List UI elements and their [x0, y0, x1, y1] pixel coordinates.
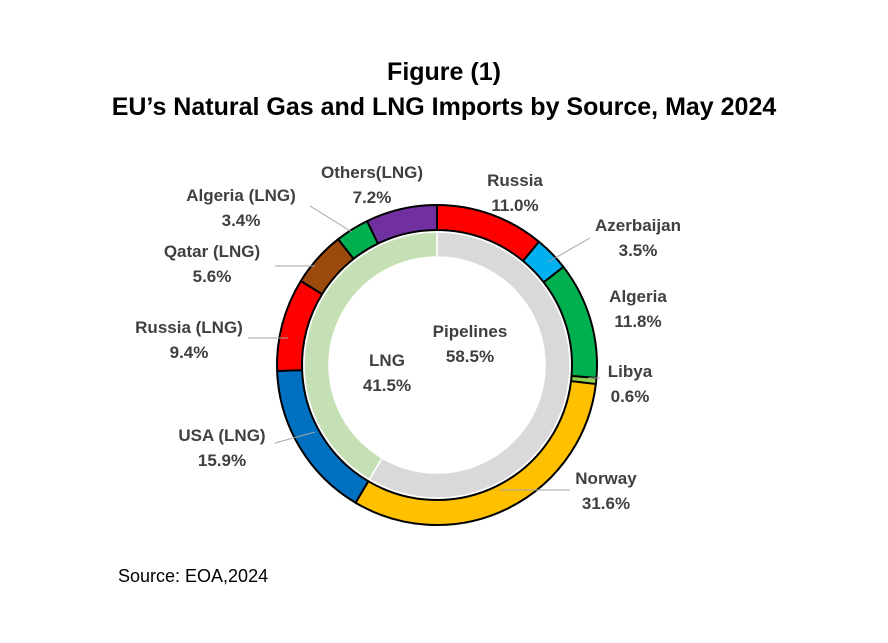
label-name-outer-libya: Libya [608, 362, 653, 381]
label-name-outer-russia: Russia [487, 171, 543, 190]
chart-subtitle: EU’s Natural Gas and LNG Imports by Sour… [111, 93, 777, 121]
leader-line-usa-lng [274, 431, 316, 444]
label-value-inner-lng: 41.5% [363, 376, 411, 395]
chart-title: Figure (1) [387, 58, 501, 86]
inner-slice-pipelines [368, 231, 571, 499]
inner-slice-lng [303, 231, 438, 481]
label-name-outer-russia-lng: Russia (LNG) [135, 318, 243, 337]
label-name-outer-qatar-lng: Qatar (LNG) [164, 242, 260, 261]
label-value-outer-norway: 31.6% [582, 494, 630, 513]
label-name-inner-pipelines: Pipelines [433, 322, 508, 341]
label-name-outer-algeria-lng: Algeria (LNG) [186, 186, 296, 205]
label-value-outer-qatar-lng: 5.6% [193, 267, 232, 286]
label-value-outer-azerbaijan: 3.5% [619, 241, 658, 260]
leader-line-azerbaijan [547, 237, 591, 263]
label-name-outer-algeria: Algeria [609, 287, 667, 306]
label-value-outer-usa-lng: 15.9% [198, 451, 246, 470]
leader-line-algeria-lng [309, 205, 353, 233]
label-value-inner-pipelines: 58.5% [446, 347, 494, 366]
label-name-outer-norway: Norway [575, 469, 637, 488]
label-value-outer-algeria-lng: 3.4% [222, 211, 261, 230]
source-note: Source: EOA,2024 [118, 566, 269, 586]
label-name-outer-azerbaijan: Azerbaijan [595, 216, 681, 235]
label-value-outer-libya: 0.6% [611, 387, 650, 406]
label-value-outer-algeria: 11.8% [614, 312, 661, 331]
label-value-outer-russia-lng: 9.4% [170, 343, 209, 362]
label-name-inner-lng: LNG [369, 351, 405, 370]
label-name-outer-others-lng: Others(LNG) [321, 163, 423, 182]
label-name-outer-usa-lng: USA (LNG) [178, 426, 265, 445]
outer-slice-others-lng [366, 204, 438, 245]
label-value-outer-russia: 11.0% [491, 196, 538, 215]
label-value-outer-others-lng: 7.2% [353, 188, 392, 207]
